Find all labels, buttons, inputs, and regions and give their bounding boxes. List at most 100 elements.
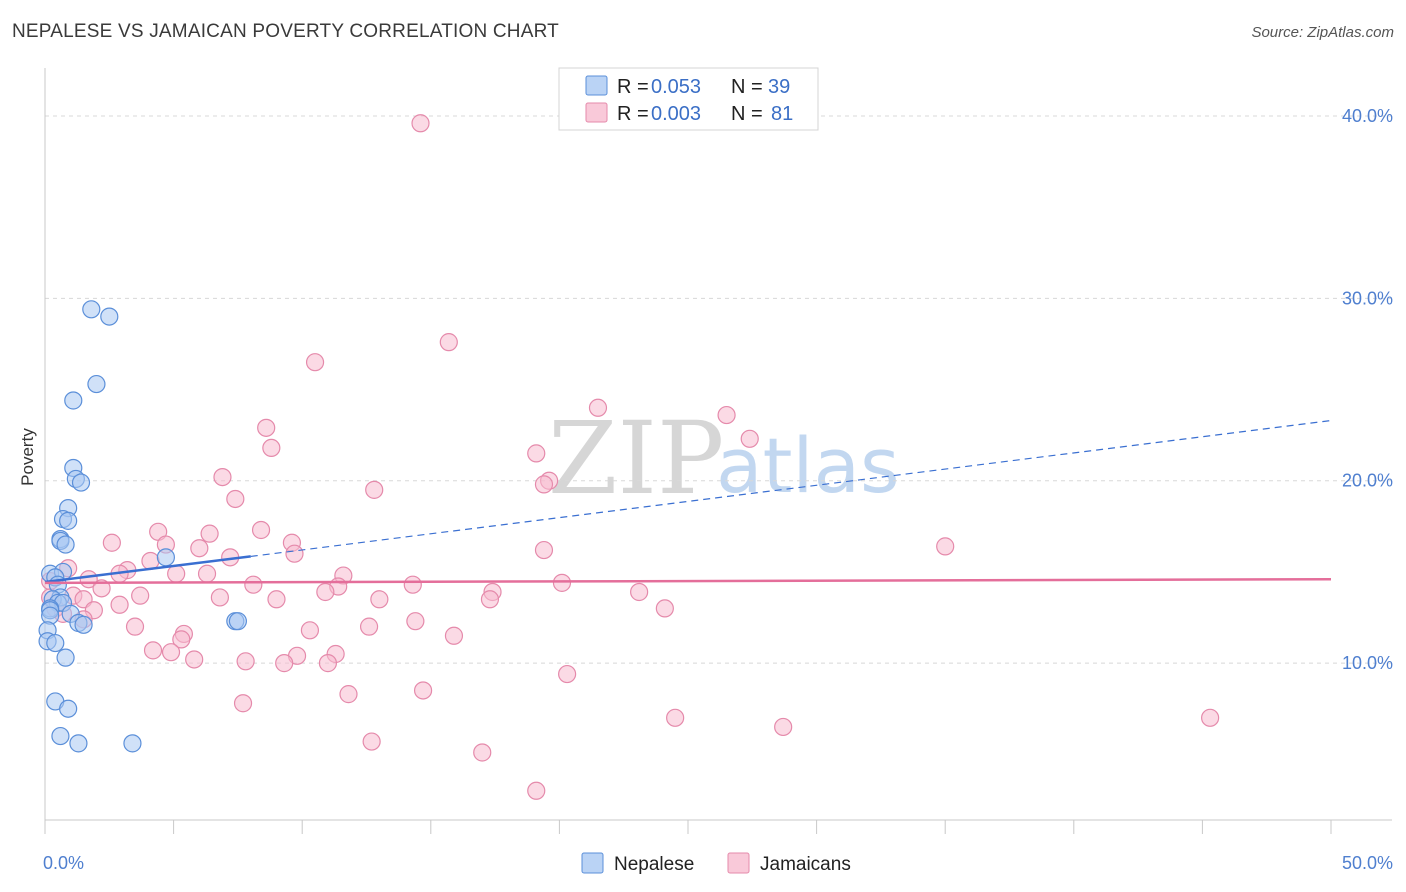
- point-jamaicans: [143, 641, 163, 660]
- point-jamaicans: [413, 681, 433, 700]
- point-jamaicans: [251, 520, 271, 540]
- y-tick-label: 20.0%: [1342, 471, 1393, 491]
- point-jamaicans: [406, 612, 425, 631]
- y-axis-tick-labels: 10.0% 20.0% 30.0% 40.0%: [1342, 106, 1393, 673]
- trend-line-jamaicans: [44, 577, 1332, 585]
- point-jamaicans: [365, 480, 384, 499]
- point-jamaicans: [558, 664, 577, 684]
- point-jamaicans: [210, 588, 229, 607]
- series-legend-swatch-nepalese: [581, 852, 604, 874]
- legend-n-label-nepalese: N =: [731, 76, 763, 98]
- point-nepalese: [64, 391, 83, 410]
- series-nepalese-points: [38, 300, 247, 753]
- legend-n-value-nepalese: 39: [768, 76, 790, 98]
- point-jamaicans: [267, 590, 286, 609]
- point-jamaicans: [316, 582, 335, 602]
- x-axis-ticks: [44, 820, 1332, 834]
- point-jamaicans: [1201, 708, 1220, 727]
- y-axis-label: Poverty: [18, 428, 37, 486]
- point-jamaicans: [362, 732, 381, 751]
- point-jamaicans: [172, 630, 191, 649]
- point-jamaicans: [439, 333, 458, 352]
- point-jamaicans: [305, 353, 325, 372]
- point-jamaicans: [92, 579, 111, 598]
- point-jamaicans: [236, 652, 255, 671]
- chart-title: NEPALESE VS JAMAICAN POVERTY CORRELATION…: [12, 21, 559, 42]
- point-jamaicans: [717, 405, 736, 425]
- point-nepalese: [56, 648, 75, 667]
- point-jamaicans: [630, 582, 649, 602]
- y-tick-label: 10.0%: [1342, 653, 1393, 673]
- point-jamaicans: [110, 595, 129, 614]
- point-jamaicans: [552, 573, 572, 592]
- point-jamaicans: [411, 114, 430, 133]
- series-legend: Nepalese Jamaicans: [581, 852, 851, 875]
- point-nepalese: [123, 734, 142, 753]
- point-jamaicans: [473, 743, 492, 762]
- point-jamaicans: [102, 533, 121, 552]
- point-jamaicans: [666, 708, 685, 727]
- point-jamaicans: [213, 467, 232, 487]
- point-jamaicans: [131, 586, 150, 605]
- point-jamaicans: [275, 654, 294, 673]
- legend-swatch-nepalese: [585, 75, 608, 96]
- point-nepalese: [74, 615, 93, 634]
- point-jamaicans: [339, 685, 358, 704]
- point-jamaicans: [740, 429, 759, 448]
- point-jamaicans: [527, 444, 546, 463]
- point-jamaicans: [774, 717, 793, 737]
- point-nepalese: [87, 374, 106, 394]
- point-jamaicans: [285, 544, 304, 563]
- point-nepalese: [56, 535, 75, 554]
- legend-r-value-nepalese: 0.053: [651, 76, 701, 98]
- point-jamaicans: [226, 489, 245, 509]
- series-legend-swatch-jamaicans: [727, 852, 750, 874]
- point-nepalese: [82, 300, 101, 319]
- source-credit: Source: ZipAtlas.com: [1251, 24, 1394, 41]
- point-jamaicans: [233, 694, 253, 713]
- x-tick-label-max: 50.0%: [1342, 853, 1393, 873]
- point-jamaicans: [403, 575, 422, 594]
- point-jamaicans: [200, 524, 219, 543]
- point-jamaicans: [370, 590, 389, 609]
- legend-r-label-nepalese: R =: [617, 76, 649, 98]
- point-nepalese: [228, 612, 247, 631]
- point-nepalese: [46, 633, 65, 653]
- legend-n-value-jamaicans: 81: [771, 103, 793, 125]
- legend-n-label-jamaicans: N =: [731, 103, 763, 125]
- point-jamaicans: [318, 654, 338, 673]
- point-nepalese: [59, 699, 78, 718]
- point-nepalese: [156, 548, 175, 567]
- x-tick-label-min: 0.0%: [43, 853, 84, 873]
- point-jamaicans: [190, 539, 209, 558]
- point-jamaicans: [359, 617, 379, 636]
- point-nepalese: [100, 307, 119, 326]
- point-jamaicans: [244, 575, 263, 594]
- point-jamaicans: [262, 438, 281, 458]
- point-jamaicans: [527, 781, 546, 800]
- legend-swatch-jamaicans: [585, 102, 608, 123]
- point-nepalese: [69, 734, 88, 753]
- legend-r-label-jamaicans: R =: [617, 103, 649, 125]
- point-jamaicans: [185, 650, 204, 669]
- point-jamaicans: [936, 537, 955, 556]
- point-jamaicans: [534, 540, 554, 560]
- correlation-legend: R = 0.053 N = 39 R = 0.003 N = 81: [558, 67, 819, 131]
- point-jamaicans: [257, 418, 276, 437]
- trend-line-nepalese: [44, 555, 251, 584]
- point-nepalese: [51, 726, 70, 746]
- series-legend-label-jamaicans: Jamaicans: [760, 854, 851, 875]
- point-nepalese: [59, 511, 78, 530]
- point-jamaicans: [480, 590, 500, 609]
- point-jamaicans: [197, 564, 217, 583]
- point-jamaicans: [300, 621, 320, 640]
- legend-r-value-jamaicans: 0.003: [651, 103, 701, 125]
- y-tick-label: 40.0%: [1342, 106, 1393, 126]
- trend-lines: [44, 419, 1332, 585]
- series-legend-label-nepalese: Nepalese: [614, 854, 694, 875]
- y-tick-label: 30.0%: [1342, 288, 1393, 308]
- point-jamaicans: [125, 617, 145, 636]
- point-nepalese: [71, 473, 91, 492]
- point-jamaicans: [588, 398, 608, 417]
- trend-line-nepalese-extrapolated: [250, 419, 1332, 558]
